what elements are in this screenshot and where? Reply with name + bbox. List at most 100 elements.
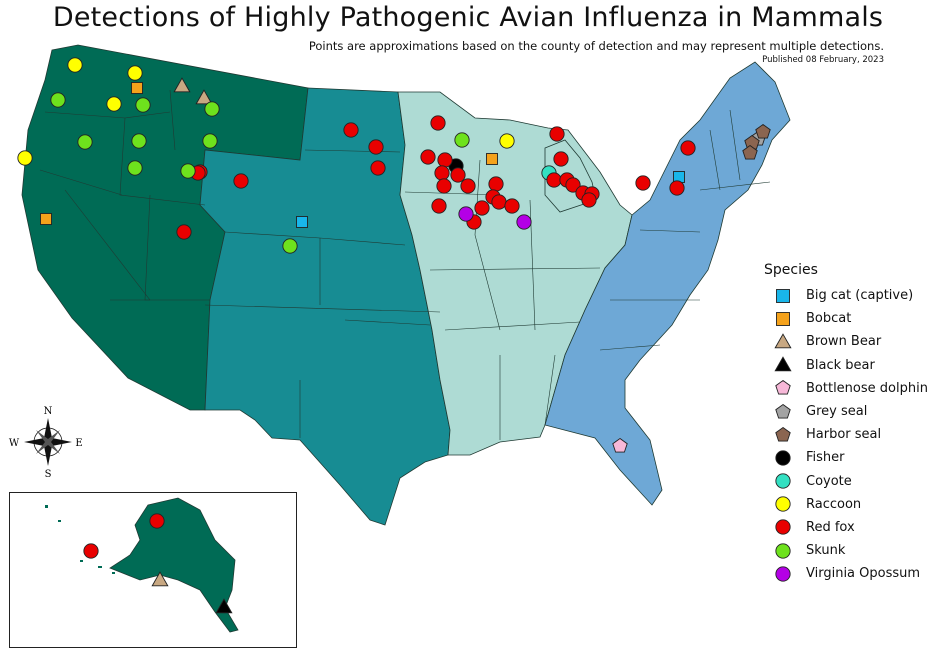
detection-marker-raccoon xyxy=(67,57,83,73)
legend-symbol-icon xyxy=(776,288,790,303)
legend-label: Bobcat xyxy=(806,311,852,327)
detection-marker-brown-bear xyxy=(195,89,213,105)
legend-label: Big cat (captive) xyxy=(806,288,914,304)
legend-item: Coyote xyxy=(764,470,928,493)
aleutian-islands xyxy=(45,505,115,574)
state-borders xyxy=(39,89,771,440)
detection-marker-bottlenose-dolphin xyxy=(612,437,628,453)
detection-marker-big-cat-captive xyxy=(296,216,308,228)
legend-label: Brown Bear xyxy=(806,334,882,350)
detection-marker-raccoon xyxy=(106,96,122,112)
detection-marker-skunk xyxy=(180,163,196,179)
legend-item: Red fox xyxy=(764,516,928,539)
detection-marker-red-fox xyxy=(149,513,165,529)
legend-symbol-icon xyxy=(775,543,791,559)
detection-marker-skunk xyxy=(202,133,218,149)
detection-marker-red-fox xyxy=(368,139,384,155)
legend-symbol-icon xyxy=(775,380,791,395)
detection-marker-skunk xyxy=(204,101,220,117)
detection-marker-red-fox xyxy=(434,165,450,181)
legend-symbol-icon xyxy=(775,450,791,466)
compass-rose-icon: N S E W xyxy=(9,406,83,480)
detection-marker-bobcat xyxy=(486,153,498,165)
detection-marker-red-fox xyxy=(553,151,569,167)
detection-marker-raccoon xyxy=(127,65,143,81)
legend-item: Big cat (captive) xyxy=(764,284,928,307)
detection-marker-harbor-seal xyxy=(755,123,771,139)
detection-marker-red-fox xyxy=(565,177,581,193)
detection-marker-red-fox xyxy=(370,160,386,176)
detection-marker-red-fox xyxy=(83,543,99,559)
detection-marker-red-fox xyxy=(450,167,466,183)
legend-symbol-icon xyxy=(774,333,792,349)
detection-marker-skunk xyxy=(77,134,93,150)
detection-marker-red-fox xyxy=(437,152,453,168)
legend-symbol-icon xyxy=(775,496,791,512)
detection-marker-red-fox xyxy=(680,140,696,156)
detection-marker-red-fox xyxy=(488,176,504,192)
detection-marker-red-fox xyxy=(474,200,490,216)
detection-marker-brown-bear xyxy=(173,77,191,93)
detection-marker-red-fox xyxy=(460,178,476,194)
legend-label: Virginia Opossum xyxy=(806,566,921,582)
detection-marker-skunk xyxy=(282,238,298,254)
legend: Species Big cat (captive) Bobcat Brown Bea… xyxy=(764,262,928,585)
detection-marker-black-bear xyxy=(215,598,233,614)
detection-marker-red-fox xyxy=(176,224,192,240)
detection-marker-red-fox xyxy=(436,178,452,194)
legend-label: Bottlenose dolphin xyxy=(806,380,928,396)
legend-item: Virginia Opossum xyxy=(764,562,928,585)
detection-marker-red-fox xyxy=(635,175,651,191)
detection-marker-skunk xyxy=(50,92,66,108)
legend-title: Species xyxy=(764,262,818,278)
detection-marker-virginia-opossum xyxy=(458,206,474,222)
legend-item: Bobcat xyxy=(764,307,928,330)
detection-marker-raccoon xyxy=(499,133,515,149)
compass-e: E xyxy=(75,438,82,449)
detection-marker-skunk xyxy=(127,160,143,176)
legend-item: Raccoon xyxy=(764,493,928,516)
detection-marker-red-fox xyxy=(581,192,597,208)
legend-symbol-icon xyxy=(775,403,791,419)
detection-marker-red-fox xyxy=(549,126,565,142)
legend-item: Black bear xyxy=(764,354,928,377)
detection-marker-red-fox xyxy=(343,122,359,138)
compass-w: W xyxy=(9,438,20,449)
legend-item: Bottlenose dolphin xyxy=(764,377,928,400)
legend-symbol-icon xyxy=(775,426,791,442)
legend-label: Red fox xyxy=(806,519,855,535)
region-east xyxy=(544,61,791,506)
detection-marker-virginia-opossum xyxy=(516,214,532,230)
detection-marker-skunk xyxy=(131,133,147,149)
legend-label: Raccoon xyxy=(806,496,862,512)
alaska-inset-frame xyxy=(9,492,297,648)
legend-item: Grey seal xyxy=(764,400,928,423)
legend-symbol-icon xyxy=(775,519,791,536)
legend-label: Grey seal xyxy=(806,404,868,420)
detection-marker-skunk xyxy=(135,97,151,113)
map-subtitle: Points are approximations based on the c… xyxy=(308,39,884,53)
detection-marker-red-fox xyxy=(491,194,507,210)
detection-marker-red-fox xyxy=(420,149,436,165)
legend-label: Skunk xyxy=(806,543,846,559)
compass-n: N xyxy=(44,406,53,417)
legend-item: Harbor seal xyxy=(764,423,928,446)
detection-marker-red-fox xyxy=(233,173,249,189)
legend-items: Big cat (captive) Bobcat Brown Bear Black b… xyxy=(764,284,928,585)
detection-marker-raccoon xyxy=(17,150,33,166)
alaska-shape xyxy=(109,497,239,633)
legend-symbol-icon xyxy=(774,356,792,372)
compass-s: S xyxy=(45,469,52,480)
legend-symbol-icon xyxy=(775,473,791,489)
legend-label: Coyote xyxy=(806,473,852,489)
detection-marker-brown-bear xyxy=(151,571,169,587)
detection-marker-bobcat xyxy=(131,82,143,94)
legend-label: Harbor seal xyxy=(806,427,882,443)
detection-marker-red-fox xyxy=(431,198,447,214)
detection-markers xyxy=(17,57,771,614)
legend-item: Skunk xyxy=(764,539,928,562)
legend-label: Black bear xyxy=(806,357,875,373)
legend-symbol-icon xyxy=(776,311,790,326)
detection-marker-skunk xyxy=(454,132,470,148)
